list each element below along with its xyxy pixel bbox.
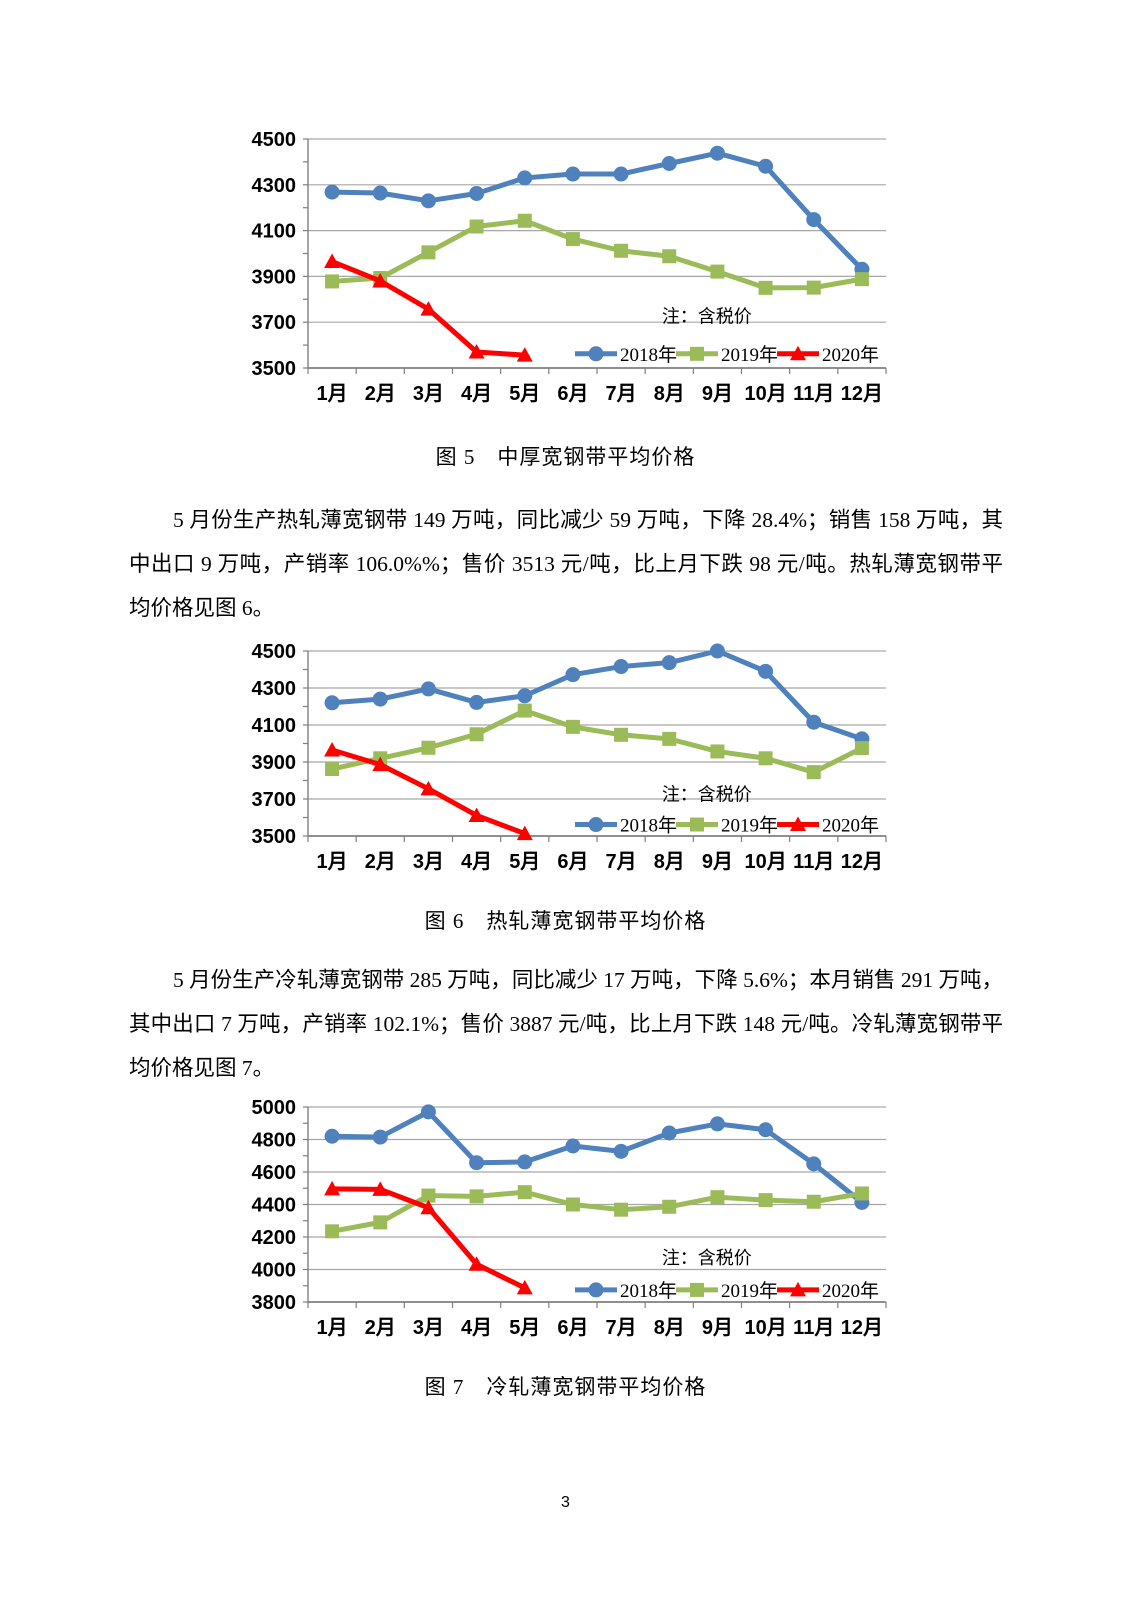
svg-text:12月: 12月 — [840, 383, 882, 405]
svg-text:1月: 1月 — [316, 1317, 347, 1339]
svg-text:8月: 8月 — [653, 851, 684, 873]
figure-7: 3800 4000 4200 4400 4600 4800 5000 1月 2月 3月 4月 5月 6月… — [0, 1094, 1131, 1402]
svg-text:4月: 4月 — [461, 1317, 492, 1339]
svg-text:4500: 4500 — [251, 129, 296, 151]
svg-text:2018年: 2018年 — [620, 1280, 677, 1302]
svg-text:7月: 7月 — [605, 1317, 636, 1339]
chart-note: 注：含税价 — [661, 1248, 751, 1268]
svg-text:10月: 10月 — [744, 383, 786, 405]
chart-legend: 2018年 2019年 2020年 — [574, 815, 879, 837]
series-2019年 — [324, 213, 869, 295]
cold-rolled-strip-price-chart: 3800 4000 4200 4400 4600 4800 5000 1月 2月 3月 4月 5月 6月… — [220, 1094, 912, 1356]
svg-text:3500: 3500 — [251, 826, 296, 848]
svg-text:9月: 9月 — [701, 383, 732, 405]
svg-text:4800: 4800 — [251, 1130, 296, 1152]
y-axis: 3500 3700 3900 4100 4300 4500 — [251, 129, 886, 380]
svg-text:5月: 5月 — [509, 851, 540, 873]
series-2018年 — [324, 145, 869, 277]
series-2020年 — [323, 253, 533, 362]
x-axis: 1月 2月 3月 4月 5月 6月 7月 8月 9月 10月 11月 12月 — [306, 1302, 887, 1339]
figure-6-caption: 图 6 热轧薄宽钢带平均价格 — [424, 909, 707, 933]
svg-text:4600: 4600 — [251, 1162, 296, 1184]
svg-text:5月: 5月 — [509, 383, 540, 405]
svg-text:2月: 2月 — [364, 383, 395, 405]
series-2020年 — [323, 1180, 533, 1295]
x-axis: 1月 2月 3月 4月 5月 6月 7月 8月 9月 10月 11月 12月 — [306, 368, 887, 405]
svg-text:1月: 1月 — [316, 383, 347, 405]
page-number: 3 — [561, 1494, 570, 1511]
series-2018年 — [324, 1104, 869, 1210]
svg-text:2019年: 2019年 — [721, 344, 778, 366]
svg-text:2018年: 2018年 — [620, 344, 677, 366]
chart-note: 注：含税价 — [661, 306, 751, 326]
svg-text:12月: 12月 — [840, 1317, 882, 1339]
figure-6: 3500 3700 3900 4100 4300 4500 1月 2月 3月 4月 5月 6月 7月 8月… — [0, 638, 1131, 936]
svg-text:2月: 2月 — [364, 851, 395, 873]
series-2019年 — [324, 1185, 869, 1239]
series-2019年 — [324, 703, 869, 780]
paragraph-hot-rolled-strip: 5 月份生产热轧薄宽钢带 149 万吨，同比减少 59 万吨，下降 28.4%；… — [129, 508, 1003, 620]
svg-text:4100: 4100 — [251, 221, 296, 243]
hot-rolled-strip-price-chart: 3500 3700 3900 4100 4300 4500 1月 2月 3月 4月 5月 6月 7月 8月… — [220, 638, 912, 890]
chart-svg: 3800 4000 4200 4400 4600 4800 5000 1月 2月 3月 4月 5月 6月… — [251, 1097, 887, 1339]
svg-text:3月: 3月 — [412, 383, 443, 405]
svg-text:3900: 3900 — [251, 266, 296, 288]
paragraph-cold-rolled-strip: 5 月份生产冷轧薄宽钢带 285 万吨，同比减少 17 万吨，下降 5.6%；本… — [129, 968, 1003, 1080]
svg-text:3500: 3500 — [251, 358, 296, 380]
svg-text:10月: 10月 — [744, 1317, 786, 1339]
svg-text:3月: 3月 — [412, 1317, 443, 1339]
chart-svg: 3500 3700 3900 4100 4300 4500 1月 2月 3月 4月 5月 6月 7月 8月… — [251, 129, 887, 405]
svg-text:4200: 4200 — [251, 1227, 296, 1249]
chart-svg: 3500 3700 3900 4100 4300 4500 1月 2月 3月 4月 5月 6月 7月 8月… — [251, 641, 887, 873]
svg-text:4300: 4300 — [251, 678, 296, 700]
series-2018年 — [324, 643, 869, 747]
svg-text:2018年: 2018年 — [620, 815, 677, 837]
svg-text:4300: 4300 — [251, 175, 296, 197]
chart-note: 注：含税价 — [661, 784, 751, 804]
svg-text:11月: 11月 — [793, 851, 834, 873]
svg-text:7月: 7月 — [605, 383, 636, 405]
chart-legend: 2018年 2019年 2020年 — [574, 1280, 879, 1302]
svg-text:6月: 6月 — [557, 851, 588, 873]
svg-text:2020年: 2020年 — [822, 1280, 879, 1302]
x-axis: 1月 2月 3月 4月 5月 6月 7月 8月 9月 10月 11月 12月 — [306, 836, 887, 873]
svg-text:1月: 1月 — [316, 851, 347, 873]
svg-text:9月: 9月 — [701, 1317, 732, 1339]
chart-legend: 2018年 2019年 2020年 — [574, 344, 879, 366]
svg-text:8月: 8月 — [653, 383, 684, 405]
svg-text:4500: 4500 — [251, 641, 296, 663]
svg-text:9月: 9月 — [701, 851, 732, 873]
figure-5-caption: 图 5 中厚宽钢带平均价格 — [435, 445, 696, 469]
svg-text:7月: 7月 — [605, 851, 636, 873]
svg-text:3700: 3700 — [251, 789, 296, 811]
svg-text:2月: 2月 — [364, 1317, 395, 1339]
svg-text:2019年: 2019年 — [721, 815, 778, 837]
svg-text:11月: 11月 — [793, 1317, 834, 1339]
svg-text:4月: 4月 — [461, 383, 492, 405]
svg-text:5000: 5000 — [251, 1097, 296, 1119]
svg-text:2020年: 2020年 — [822, 815, 879, 837]
svg-text:12月: 12月 — [840, 851, 882, 873]
svg-text:4000: 4000 — [251, 1260, 296, 1282]
svg-text:2019年: 2019年 — [721, 1280, 778, 1302]
svg-text:4月: 4月 — [461, 851, 492, 873]
svg-text:3900: 3900 — [251, 752, 296, 774]
series-2020年 — [323, 741, 533, 841]
svg-text:10月: 10月 — [744, 851, 786, 873]
figure-5: 3500 3700 3900 4100 4300 4500 1月 2月 3月 4月 5月 6月 7月 8月… — [0, 0, 1131, 472]
svg-text:3700: 3700 — [251, 312, 296, 334]
svg-text:11月: 11月 — [793, 383, 834, 405]
svg-text:4400: 4400 — [251, 1195, 296, 1217]
svg-text:4100: 4100 — [251, 715, 296, 737]
svg-text:3800: 3800 — [251, 1292, 296, 1314]
svg-text:2020年: 2020年 — [822, 344, 879, 366]
svg-text:8月: 8月 — [653, 1317, 684, 1339]
svg-text:6月: 6月 — [557, 1317, 588, 1339]
svg-text:3月: 3月 — [412, 851, 443, 873]
medium-wide-strip-price-chart: 3500 3700 3900 4100 4300 4500 1月 2月 3月 4月 5月 6月 7月 8月… — [220, 126, 912, 422]
svg-text:5月: 5月 — [509, 1317, 540, 1339]
figure-7-caption: 图 7 冷轧薄宽钢带平均价格 — [424, 1375, 707, 1399]
svg-text:6月: 6月 — [557, 383, 588, 405]
